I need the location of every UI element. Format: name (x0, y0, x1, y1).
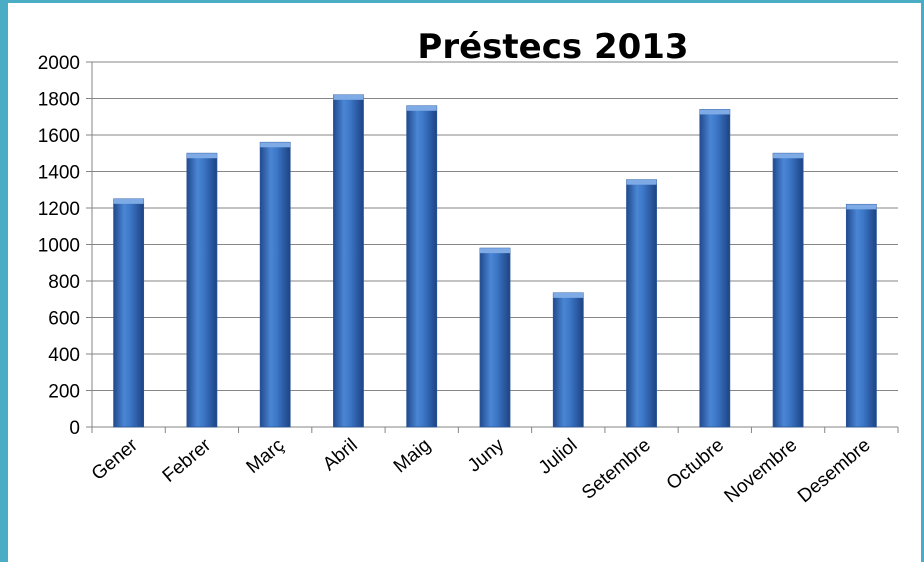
x-tick-labels: Gener Febrer Març Abril Maig Juny JuliolSetemb… (88, 434, 875, 507)
bar-body (333, 94, 364, 428)
bar-cap (846, 204, 877, 210)
bar-body (259, 141, 291, 428)
y-tick-label: 0 (69, 418, 80, 439)
bar-body (406, 105, 438, 428)
x-tick-label: Maig (390, 435, 435, 478)
bar-cap (480, 248, 510, 254)
bar-body (552, 292, 584, 428)
bar (186, 152, 218, 428)
y-tick-label: 200 (48, 382, 80, 403)
x-tick-label: Juliol (535, 435, 582, 479)
bar-body (772, 152, 804, 428)
y-tick-labels: 0 200 400 600 800 1000 1200 1400 1600 1800 2000 (38, 53, 80, 439)
bar (259, 141, 291, 428)
x-tick-label: Setembre (578, 435, 655, 504)
bar (626, 179, 657, 428)
bar-body (699, 109, 731, 428)
y-tick-label: 1600 (38, 126, 80, 147)
y-tick-label: 1000 (38, 236, 80, 257)
x-tick-label: Octubre (663, 435, 728, 495)
x-tick-label: Novembre (721, 435, 802, 507)
bar-cap (773, 153, 804, 159)
bar (406, 105, 438, 428)
x-tick-label: Febrer (159, 434, 216, 486)
bar-body (626, 179, 657, 428)
chart-title: Préstecs 2013 (417, 27, 688, 67)
bar-body (186, 152, 218, 428)
bars (113, 94, 877, 428)
bar (552, 292, 584, 428)
bar (845, 203, 877, 428)
bar-cap (626, 179, 657, 185)
bar-cap (186, 153, 217, 159)
y-tick-label: 1800 (38, 90, 80, 111)
bar-body (845, 203, 877, 428)
bar (772, 152, 804, 428)
bar-cap (553, 292, 584, 298)
y-tick-label: 800 (48, 272, 80, 293)
x-tick-label: Gener (88, 434, 142, 484)
x-tick-label: Desembre (794, 435, 875, 507)
x-tick-label: Abril (319, 435, 362, 476)
x-tick-label: Juny (464, 434, 509, 476)
y-tick-label: 400 (48, 345, 80, 366)
bar-cap (699, 109, 730, 115)
bar (333, 94, 364, 428)
bar-cap (333, 94, 364, 100)
x-tick-label: Març (243, 435, 289, 478)
y-tick-label: 1200 (38, 199, 80, 220)
bar-body (479, 247, 511, 428)
y-tick-label: 1400 (38, 163, 80, 184)
y-tick-label: 2000 (38, 53, 80, 74)
bar (113, 198, 145, 428)
y-tick-label: 600 (48, 309, 80, 330)
bar-cap (113, 198, 144, 204)
bar-cap (260, 142, 291, 148)
bar-body (113, 198, 145, 428)
bar (699, 109, 731, 428)
bar-cap (406, 105, 437, 111)
bar (479, 247, 511, 428)
